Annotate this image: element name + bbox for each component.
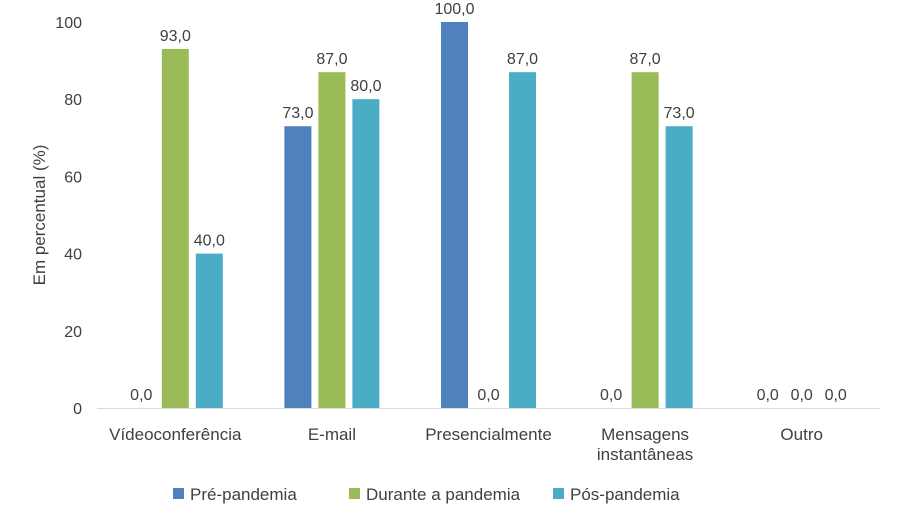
legend-item: Pós-pandemia [553, 485, 680, 504]
data-label: 100,0 [434, 1, 474, 18]
x-tick-label: Presencialmente [425, 425, 552, 444]
legend-item: Pré-pandemia [173, 485, 297, 504]
data-label: 0,0 [791, 387, 813, 404]
data-label: 87,0 [507, 51, 538, 68]
y-tick-label: 40 [64, 247, 82, 264]
x-tick-label: Mensagens instantâneas [597, 425, 693, 464]
data-label: 73,0 [664, 105, 695, 122]
y-tick-label: 0 [73, 401, 82, 418]
y-tick-label: 80 [64, 92, 82, 109]
bar [665, 126, 693, 408]
bar [509, 72, 536, 409]
data-label: 0,0 [477, 387, 499, 404]
bar [631, 72, 659, 409]
bar [441, 22, 468, 408]
legend-label: Durante a pandemia [366, 485, 521, 504]
data-label: 40,0 [194, 233, 225, 250]
bar [161, 49, 189, 409]
bar [318, 72, 346, 409]
y-tick-label: 60 [64, 169, 82, 186]
data-label: 87,0 [316, 51, 347, 68]
legend-label: Pós-pandemia [570, 485, 680, 504]
data-label: 0,0 [825, 387, 847, 404]
bar [284, 126, 312, 408]
legend-swatch [349, 488, 360, 499]
y-tick-label: 100 [55, 15, 82, 32]
bar [352, 99, 380, 408]
data-label: 80,0 [350, 78, 381, 95]
y-axis-label: Em percentual (%) [30, 145, 49, 286]
data-label: 87,0 [630, 51, 661, 68]
legend-swatch [553, 488, 564, 499]
data-label: 0,0 [130, 387, 152, 404]
x-tick-label: E-mail [308, 425, 356, 444]
legend-item: Durante a pandemia [349, 485, 521, 504]
data-label: 0,0 [600, 387, 622, 404]
legend-label: Pré-pandemia [190, 485, 297, 504]
x-tick-label: Vídeoconferência [109, 425, 242, 444]
data-label: 73,0 [282, 105, 313, 122]
y-tick-label: 20 [64, 324, 82, 341]
data-label: 0,0 [757, 387, 779, 404]
bar [195, 253, 223, 408]
data-label: 93,0 [160, 28, 191, 45]
legend-swatch [173, 488, 184, 499]
x-tick-label: Outro [780, 425, 823, 444]
